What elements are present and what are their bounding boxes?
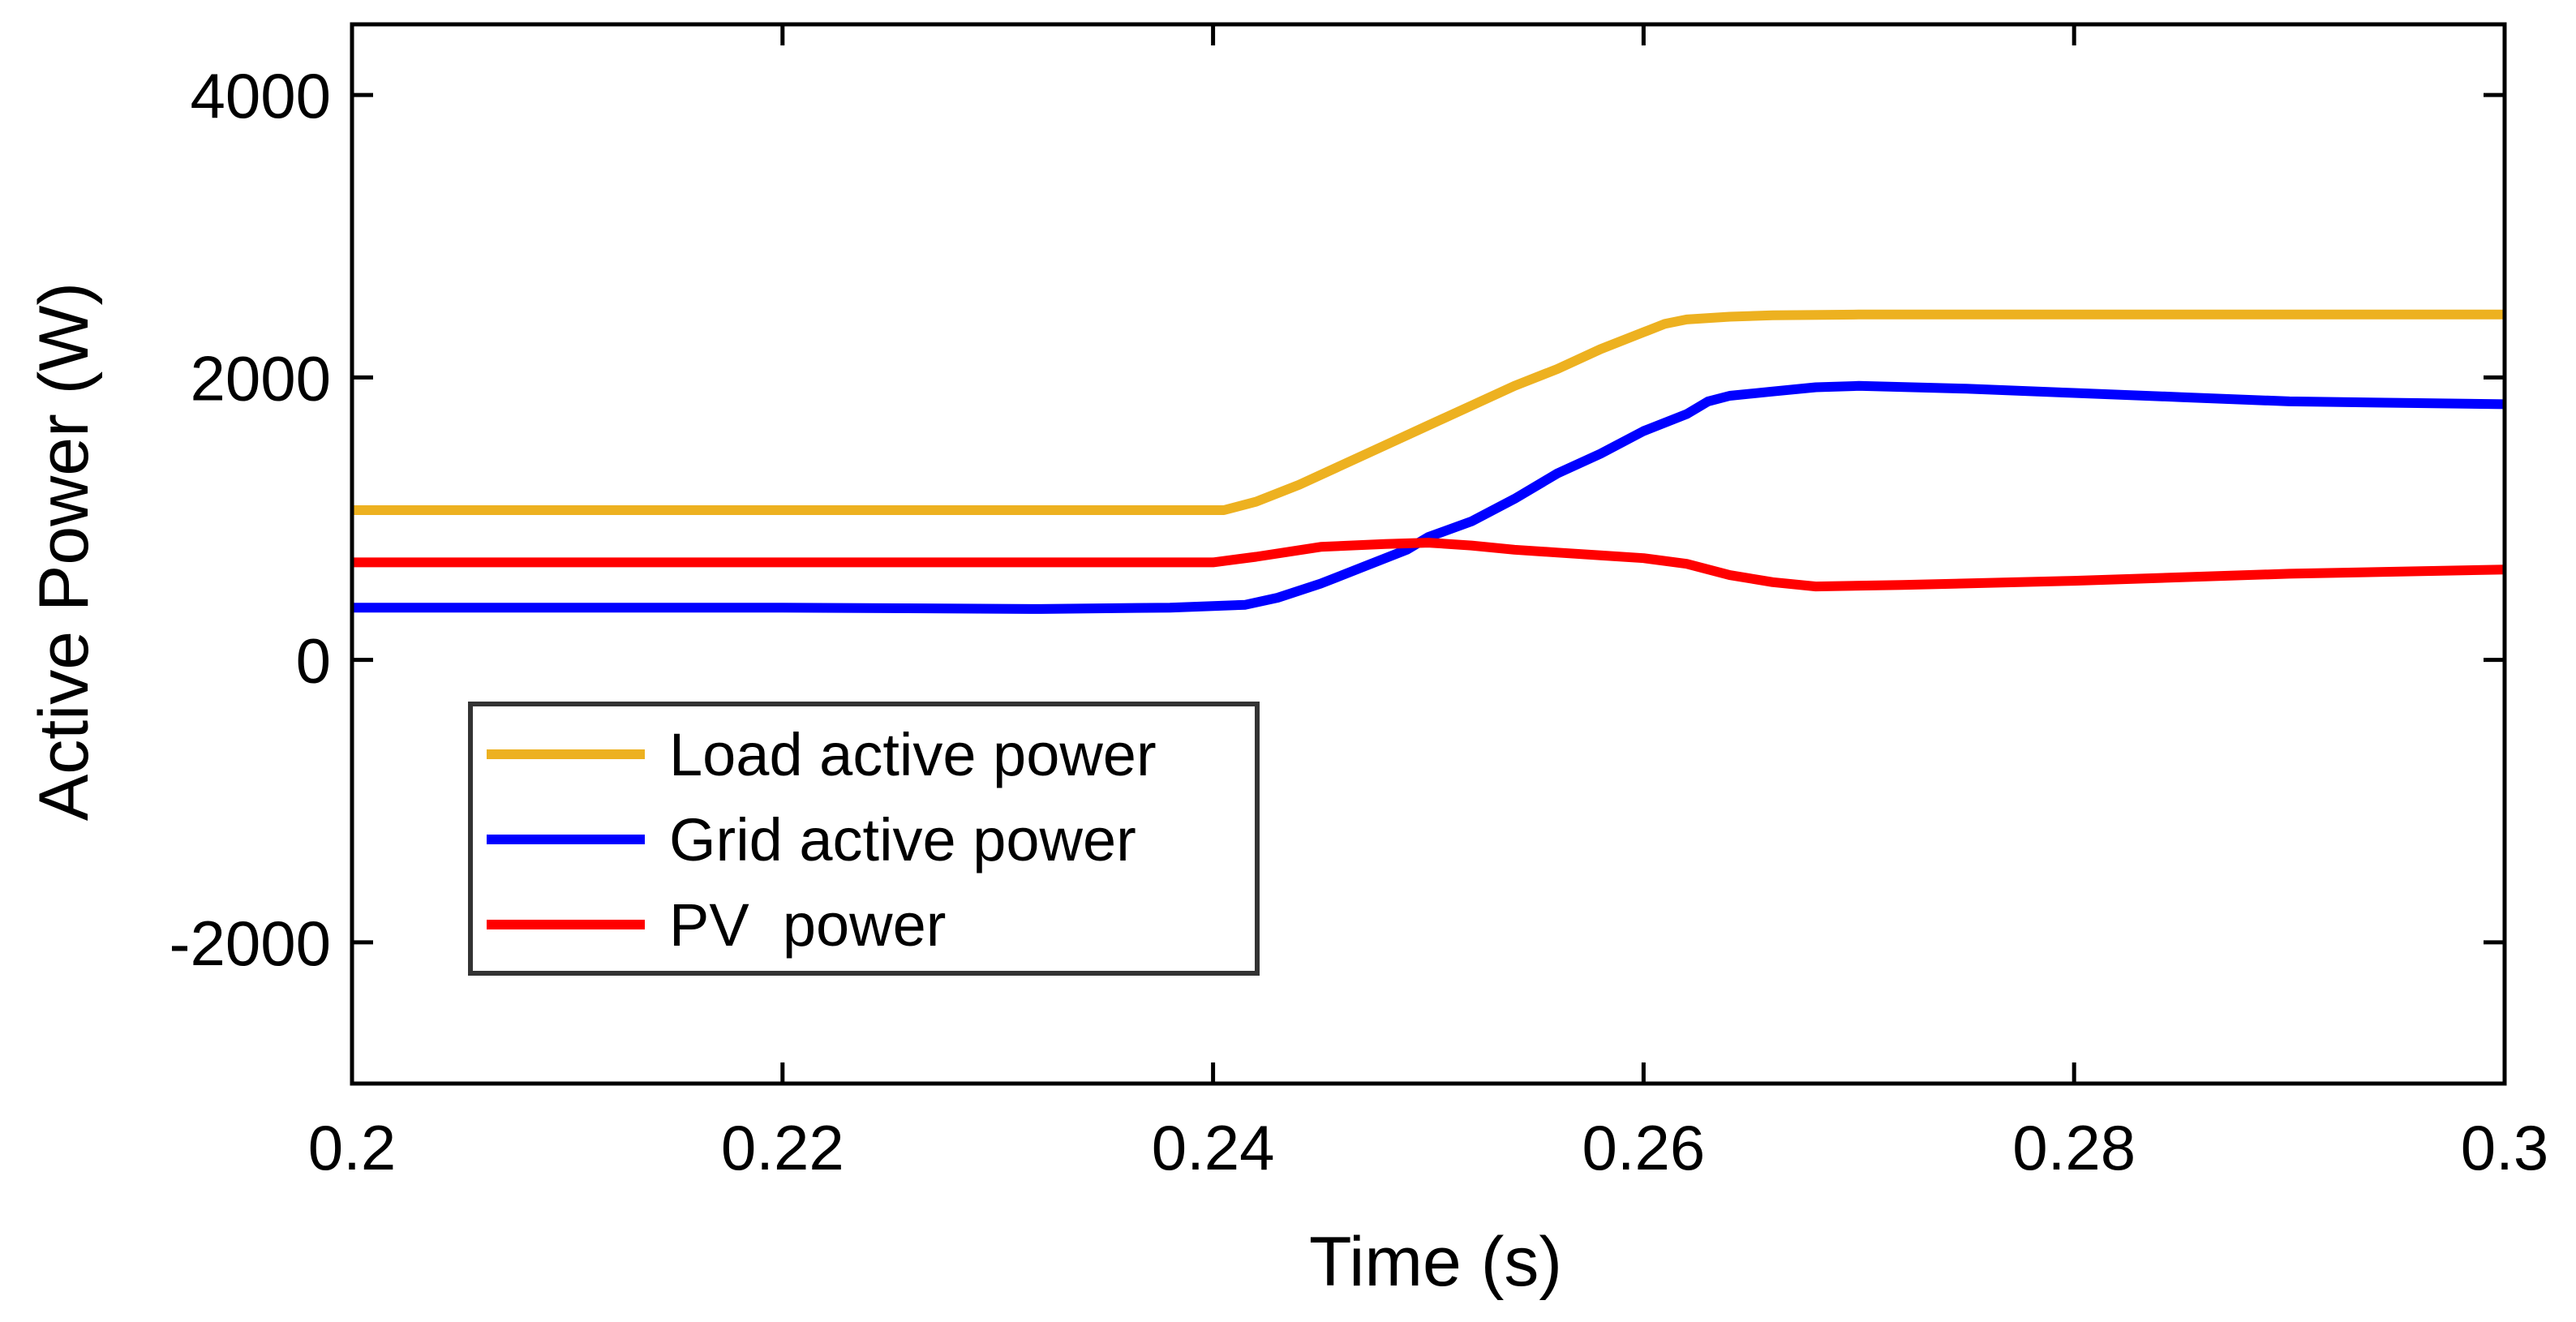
series-group — [352, 309, 2505, 614]
x-axis-label: Time (s) — [1309, 1223, 1562, 1301]
y-tick-label: 2000 — [190, 342, 331, 414]
y-tick-label: 0 — [296, 625, 331, 697]
x-tick-label: 0.2 — [308, 1112, 396, 1183]
legend-label: Load active power — [669, 721, 1157, 788]
x-tick-label: 0.24 — [1152, 1112, 1275, 1183]
series-line-pv-power — [352, 538, 2505, 592]
legend: Load active power Grid active power PV pow… — [468, 702, 1260, 976]
x-tick-label: 0.3 — [2461, 1112, 2548, 1183]
series-line-load-active-power — [352, 309, 2505, 515]
legend-label: PV power — [669, 891, 946, 959]
y-tick-label: -2000 — [170, 908, 332, 979]
plot-area — [352, 309, 2505, 614]
axes: 0.2 0.22 0.24 0.26 0.28 0.3 -2000 0 2000 4000 — [170, 22, 2548, 1183]
x-tick-label: 0.26 — [1582, 1112, 1705, 1183]
legend-label: Grid active power — [669, 806, 1136, 873]
axes-frame — [350, 22, 2507, 1086]
y-axis-label: Active Power (W) — [25, 282, 103, 821]
x-tick-label: 0.28 — [2012, 1112, 2136, 1183]
y-tick-label: 4000 — [190, 60, 331, 131]
x-tick-label: 0.22 — [721, 1112, 844, 1183]
series-line-grid-active-power — [352, 380, 2505, 614]
